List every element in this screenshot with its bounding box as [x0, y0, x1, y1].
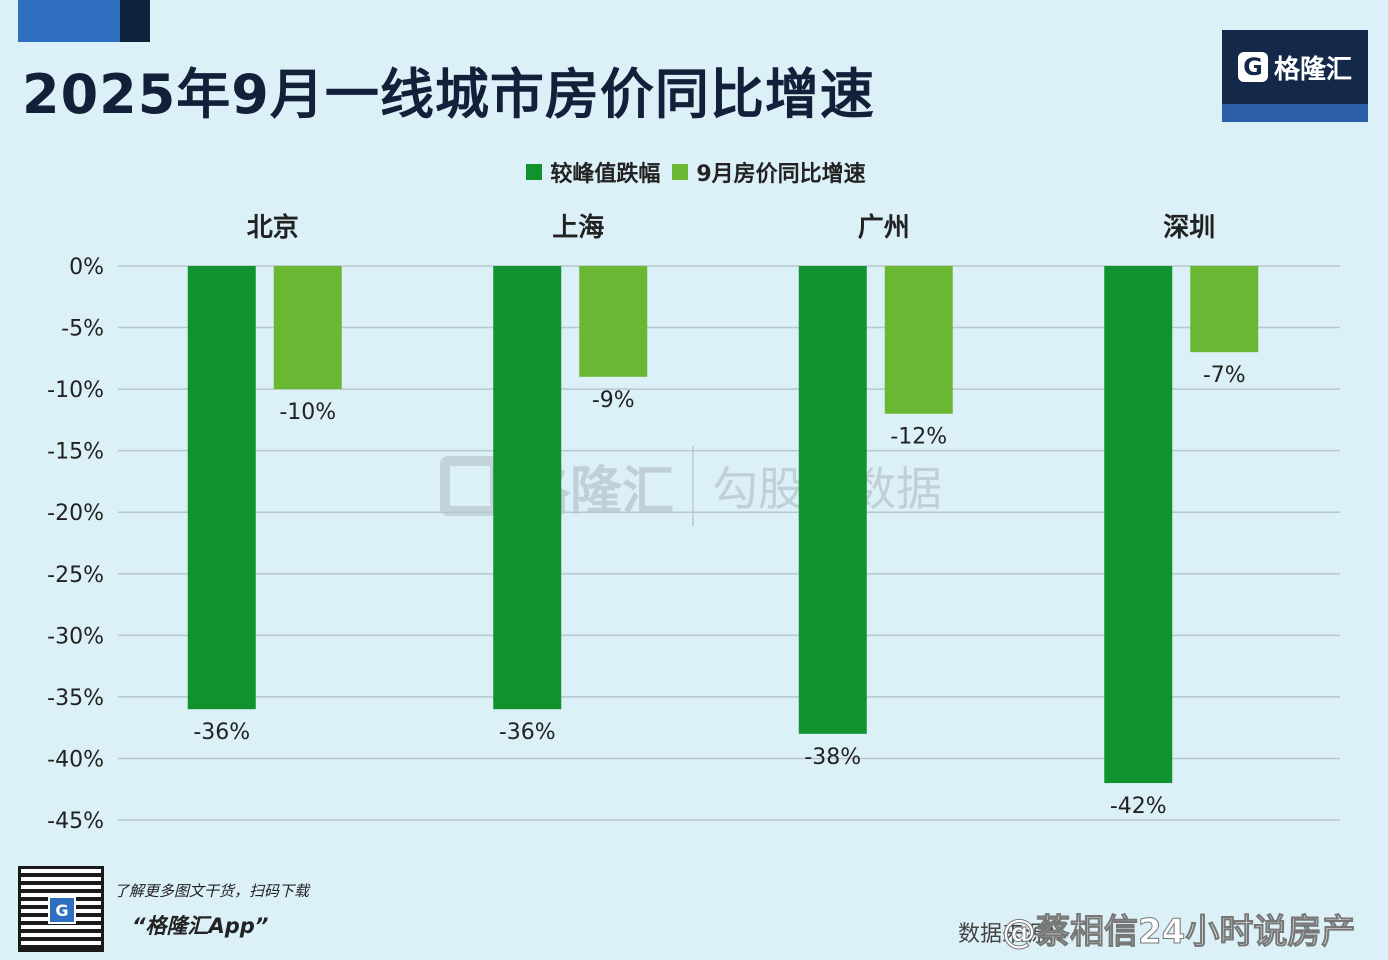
- bar: [1190, 266, 1259, 353]
- bar: [493, 266, 562, 710]
- qr-logo-icon: G: [48, 896, 76, 924]
- bar: [884, 266, 953, 414]
- category-label: 北京: [247, 212, 299, 243]
- y-tick-label: -35%: [47, 686, 104, 711]
- data-label: -36%: [193, 720, 250, 745]
- logo-text: 格隆汇: [1273, 54, 1352, 85]
- data-label: -7%: [1203, 363, 1246, 388]
- legend-label-peak-drop: 较峰值跌幅: [550, 162, 661, 187]
- top-accent-bar-dark: [120, 0, 150, 42]
- data-label: -10%: [279, 400, 336, 425]
- bar: [798, 266, 867, 734]
- bar: [273, 266, 342, 390]
- y-tick-label: -25%: [47, 563, 104, 588]
- bar: [187, 266, 256, 710]
- y-tick-label: -40%: [47, 747, 104, 772]
- legend-label-yoy: 9月房价同比增速: [696, 162, 866, 187]
- y-tick-label: -45%: [47, 809, 104, 834]
- watermark-divider: [692, 446, 695, 526]
- top-accent-bar: [18, 0, 120, 42]
- data-label: -12%: [890, 425, 947, 450]
- brand-logo: G 格隆汇: [1222, 30, 1368, 122]
- bar: [579, 266, 648, 377]
- chart-legend: 较峰值跌幅 9月房价同比增速: [0, 156, 1388, 188]
- data-label: -36%: [499, 720, 556, 745]
- category-label: 深圳: [1163, 213, 1215, 243]
- category-label: 广州: [858, 213, 910, 243]
- weibo-watermark: @蔡相信24小时说房产: [1001, 912, 1356, 953]
- bar: [1104, 266, 1173, 784]
- y-tick-label: -15%: [47, 440, 104, 465]
- legend-swatch-light-green: [672, 164, 689, 180]
- y-tick-label: -5%: [61, 317, 104, 342]
- qr-code: [18, 866, 104, 952]
- legend-item-peak-drop: 较峰值跌幅: [526, 156, 660, 188]
- data-label: -38%: [804, 745, 861, 770]
- logo-g-icon: G: [1237, 52, 1268, 82]
- y-tick-label: -20%: [47, 501, 104, 526]
- legend-item-yoy: 9月房价同比增速: [672, 156, 866, 188]
- y-tick-label: -30%: [47, 624, 104, 649]
- data-label: -42%: [1110, 794, 1167, 819]
- chart-title: 2025年9月一线城市房价同比增速: [22, 63, 875, 126]
- y-tick-label: 0%: [69, 255, 104, 280]
- legend-swatch-dark-green: [526, 164, 543, 180]
- category-label: 上海: [552, 213, 604, 243]
- footer-app-name: “格隆汇App”: [132, 914, 269, 938]
- footer-source: 数据来源：: [958, 922, 1069, 947]
- y-tick-label: -10%: [47, 378, 104, 403]
- data-label: -9%: [592, 388, 635, 413]
- footer-promo-text: 了解更多图文干货，扫码下载: [114, 882, 310, 900]
